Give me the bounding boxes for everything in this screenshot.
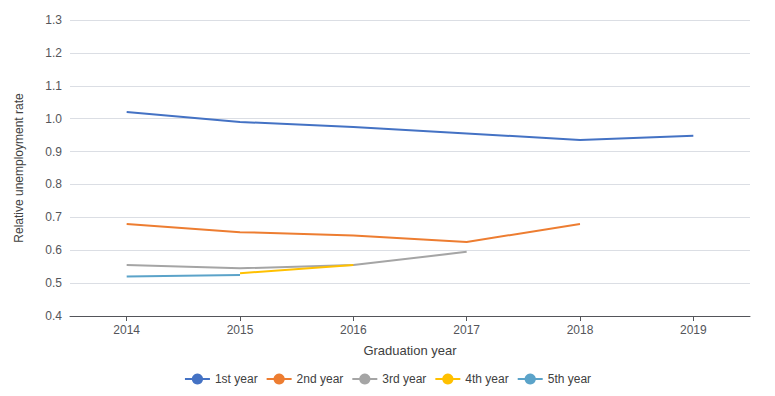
svg-text:1.1: 1.1 bbox=[45, 79, 62, 93]
svg-text:1.2: 1.2 bbox=[45, 46, 62, 60]
svg-text:3rd year: 3rd year bbox=[382, 372, 426, 386]
svg-text:2014: 2014 bbox=[113, 323, 140, 337]
svg-text:2019: 2019 bbox=[680, 323, 707, 337]
svg-text:2018: 2018 bbox=[567, 323, 594, 337]
svg-text:0.8: 0.8 bbox=[45, 177, 62, 191]
svg-text:1st year: 1st year bbox=[215, 372, 258, 386]
svg-text:Relative unemployment rate: Relative unemployment rate bbox=[12, 93, 26, 243]
svg-text:2017: 2017 bbox=[453, 323, 480, 337]
svg-text:0.5: 0.5 bbox=[45, 276, 62, 290]
svg-text:0.7: 0.7 bbox=[45, 210, 62, 224]
svg-text:5th year: 5th year bbox=[548, 372, 591, 386]
svg-text:0.9: 0.9 bbox=[45, 145, 62, 159]
svg-text:1.0: 1.0 bbox=[45, 112, 62, 126]
svg-text:0.6: 0.6 bbox=[45, 243, 62, 257]
svg-text:4th year: 4th year bbox=[465, 372, 508, 386]
svg-text:0.4: 0.4 bbox=[45, 309, 62, 323]
svg-text:1.3: 1.3 bbox=[45, 13, 62, 27]
svg-text:Graduation year: Graduation year bbox=[363, 343, 457, 358]
svg-text:2nd year: 2nd year bbox=[297, 372, 344, 386]
svg-text:2015: 2015 bbox=[227, 323, 254, 337]
svg-text:2016: 2016 bbox=[340, 323, 367, 337]
